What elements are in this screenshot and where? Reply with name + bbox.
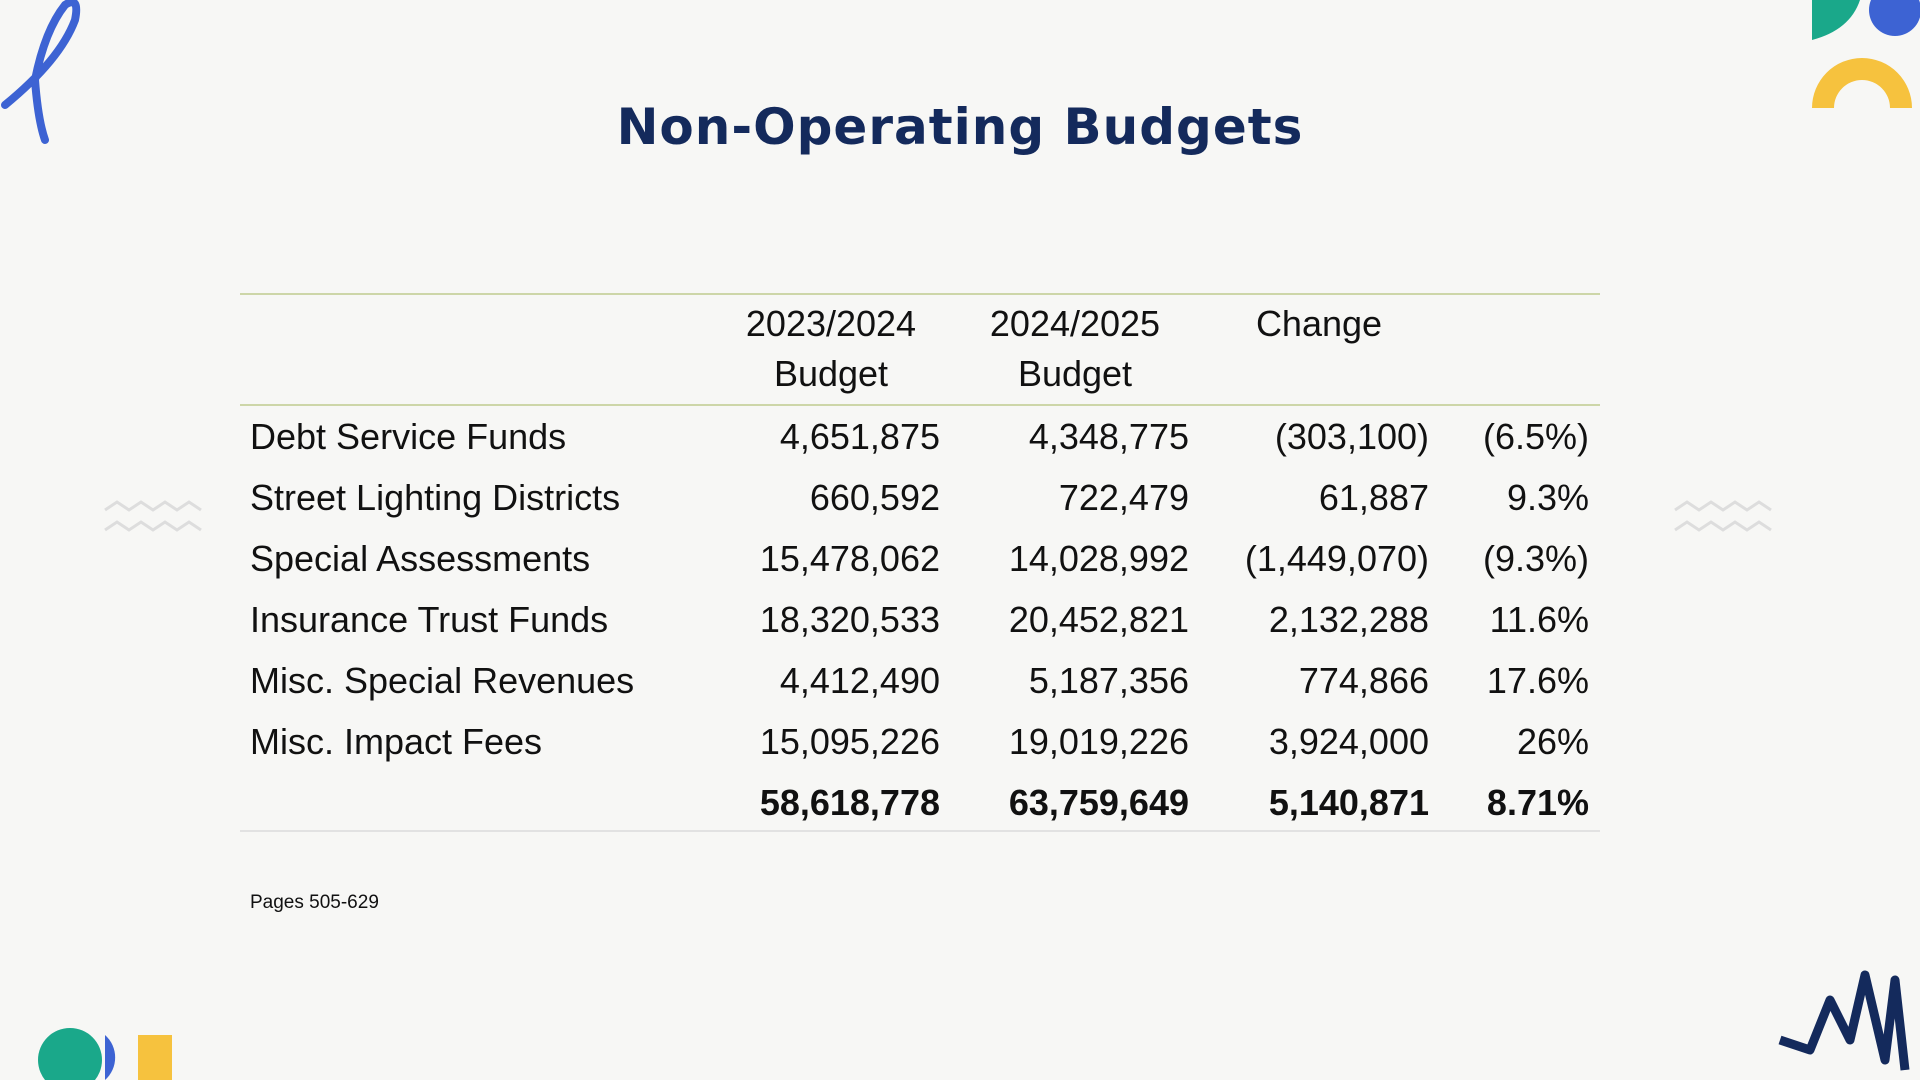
column-header: Change xyxy=(1255,303,1383,344)
arch xyxy=(1812,58,1912,108)
table-cell: 4,348,775 xyxy=(1028,416,1189,457)
table-cell: 15,095,226 xyxy=(759,721,940,762)
square xyxy=(138,1035,172,1080)
table-cell: 722,479 xyxy=(1058,477,1189,518)
table-cell: 11.6% xyxy=(1489,599,1589,640)
table-cell: 4,412,490 xyxy=(779,660,940,701)
table-cell: (1,449,070) xyxy=(1244,538,1429,579)
table-cell: 2,132,288 xyxy=(1268,599,1429,640)
total-cell: 63,759,649 xyxy=(1008,782,1189,823)
table-cell: 774,866 xyxy=(1298,660,1429,701)
table-cell: 15,478,062 xyxy=(759,538,940,579)
leaf xyxy=(1812,0,1860,40)
row-label: Insurance Trust Funds xyxy=(250,599,609,640)
table-cell: 660,592 xyxy=(809,477,940,518)
table-cell: 9.3% xyxy=(1506,477,1589,518)
row-label: Street Lighting Districts xyxy=(250,477,621,518)
table-cell: 3,924,000 xyxy=(1268,721,1429,762)
row-label: Misc. Special Revenues xyxy=(250,660,635,701)
table-cell: 14,028,992 xyxy=(1008,538,1189,579)
table-cell: 61,887 xyxy=(1318,477,1429,518)
swirl xyxy=(1,0,81,144)
table-cell: 17.6% xyxy=(1486,660,1589,701)
row-label: Misc. Impact Fees xyxy=(250,721,543,762)
table-cell: 18,320,533 xyxy=(759,599,940,640)
waves xyxy=(104,500,1772,532)
footnote: Pages 505-629 xyxy=(250,892,379,913)
table-cell: 26% xyxy=(1516,721,1589,762)
table-cell: 19,019,226 xyxy=(1008,721,1189,762)
half-circle xyxy=(105,1035,116,1080)
column-header: 2023/2024 xyxy=(745,303,917,344)
table-bottom-rule xyxy=(240,830,1600,832)
row-label: Special Assessments xyxy=(250,538,591,579)
table-cell: (6.5%) xyxy=(1482,416,1589,457)
row-label: Debt Service Funds xyxy=(250,416,567,457)
table-cell: (303,100) xyxy=(1274,416,1429,457)
scribble xyxy=(1778,970,1910,1071)
circle xyxy=(38,1028,102,1080)
slide-title: Non-Operating Budgets xyxy=(616,98,1304,156)
table-cell: 5,187,356 xyxy=(1028,660,1189,701)
header-rule xyxy=(240,404,1600,406)
total-cell: 58,618,778 xyxy=(759,782,940,823)
column-header: Budget xyxy=(773,353,889,394)
circle xyxy=(1869,0,1920,36)
column-header: 2024/2025 xyxy=(989,303,1161,344)
table-cell: (9.3%) xyxy=(1482,538,1589,579)
table-top-rule xyxy=(240,293,1600,295)
total-cell: 8.71% xyxy=(1486,782,1589,823)
table-cell: 20,452,821 xyxy=(1008,599,1189,640)
total-cell: 5,140,871 xyxy=(1268,782,1429,823)
column-header: Budget xyxy=(1017,353,1133,394)
table-cell: 4,651,875 xyxy=(779,416,940,457)
